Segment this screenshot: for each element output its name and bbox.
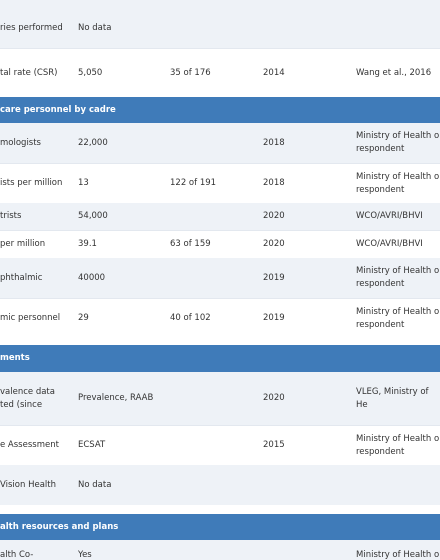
cell-label: mic personnel bbox=[0, 313, 61, 323]
cell-source: Ministry of Health o respondent bbox=[356, 433, 440, 457]
cell-source: WCO/AVRI/BHVI bbox=[356, 211, 423, 221]
cell-value: 54,000 bbox=[78, 211, 108, 221]
row-stub bbox=[0, 0, 440, 8]
table-row: per million 39.1 63 of 159 2020 WCO/AVRI/BHV… bbox=[0, 230, 440, 258]
cell-label: phthalmic bbox=[0, 272, 43, 283]
cell-year: 2020 bbox=[263, 211, 285, 221]
cell-label: e Assessment bbox=[0, 440, 59, 450]
section-title: alth resources and plans bbox=[0, 521, 119, 532]
cell-value: 13 bbox=[78, 178, 89, 188]
cell-year: 2020 bbox=[263, 393, 285, 403]
section-title: care personnel by cadre bbox=[0, 104, 116, 115]
cell-year: 2018 bbox=[263, 137, 285, 148]
cell-value: Yes bbox=[78, 549, 92, 560]
section-title: ments bbox=[0, 353, 30, 363]
cell-year: 2020 bbox=[263, 239, 285, 249]
cell-source: Ministry of Health o respondent bbox=[356, 266, 440, 289]
cell-value: 5,050 bbox=[78, 67, 103, 78]
cell-value: 39.1 bbox=[78, 239, 97, 249]
cell-year: 2014 bbox=[263, 67, 285, 78]
table-row: alth Co- Yes Ministry of Health o bbox=[0, 540, 440, 560]
cell-value: No data bbox=[78, 479, 112, 490]
cell-year: 2019 bbox=[263, 313, 285, 323]
cell-value: No data bbox=[78, 22, 112, 33]
table-row: valence data ted (since Prevalence, RAAB 2… bbox=[0, 372, 440, 425]
cell-value: Prevalence, RAAB bbox=[78, 393, 154, 403]
cell-value: 29 bbox=[78, 313, 89, 323]
cell-rank: 63 of 159 bbox=[170, 239, 211, 249]
cell-label: valence data ted (since bbox=[0, 386, 55, 410]
cell-label: mologists bbox=[0, 137, 41, 148]
table-row: ries performed No data bbox=[0, 8, 440, 48]
cell-year: 2015 bbox=[263, 440, 285, 450]
table-row: mic personnel 29 40 of 102 2019 Ministry of … bbox=[0, 298, 440, 338]
cell-source: Ministry of Health o respondent bbox=[356, 171, 440, 195]
cell-source: VLEG, Ministry of He bbox=[356, 386, 429, 410]
cell-year: 2018 bbox=[263, 178, 285, 188]
cell-label: tal rate (CSR) bbox=[0, 67, 58, 78]
cell-label: ries performed bbox=[0, 22, 63, 33]
cell-source: Ministry of Health o bbox=[356, 549, 440, 560]
section-header: alth resources and plans bbox=[0, 514, 440, 540]
cell-rank: 122 of 191 bbox=[170, 178, 217, 188]
cell-label: Vision Health bbox=[0, 479, 56, 490]
cell-value: ECSAT bbox=[78, 440, 106, 450]
cell-rank: 35 of 176 bbox=[170, 67, 211, 78]
table-row: Vision Health No data bbox=[0, 465, 440, 505]
section-header: care personnel by cadre bbox=[0, 97, 440, 123]
table-row: phthalmic 40000 2019 Ministry of Health o r… bbox=[0, 258, 440, 298]
table-row: mologists 22,000 2018 Ministry of Health o … bbox=[0, 123, 440, 163]
table-row: tal rate (CSR) 5,050 35 of 176 2014 Wang et … bbox=[0, 48, 440, 97]
cell-year: 2019 bbox=[263, 272, 285, 283]
cell-label: trists bbox=[0, 211, 22, 221]
cell-label: per million bbox=[0, 239, 46, 249]
table-row: ists per million 13 122 of 191 2018 Ministry… bbox=[0, 163, 440, 203]
cell-value: 22,000 bbox=[78, 137, 108, 148]
cell-source: WCO/AVRI/BHVI bbox=[356, 239, 423, 249]
cell-source: Ministry of Health o respondent bbox=[356, 131, 440, 154]
cell-source: Wang et al., 2016 bbox=[356, 67, 432, 78]
cell-rank: 40 of 102 bbox=[170, 313, 211, 323]
section-header: ments bbox=[0, 345, 440, 372]
cell-source: Ministry of Health o respondent bbox=[356, 306, 440, 330]
table-row: e Assessment ECSAT 2015 Ministry of Health … bbox=[0, 425, 440, 465]
cell-value: 40000 bbox=[78, 272, 106, 283]
cell-label: ists per million bbox=[0, 178, 63, 188]
table-row: trists 54,000 2020 WCO/AVRI/BHVI bbox=[0, 203, 440, 230]
cell-label: alth Co- bbox=[0, 549, 34, 560]
